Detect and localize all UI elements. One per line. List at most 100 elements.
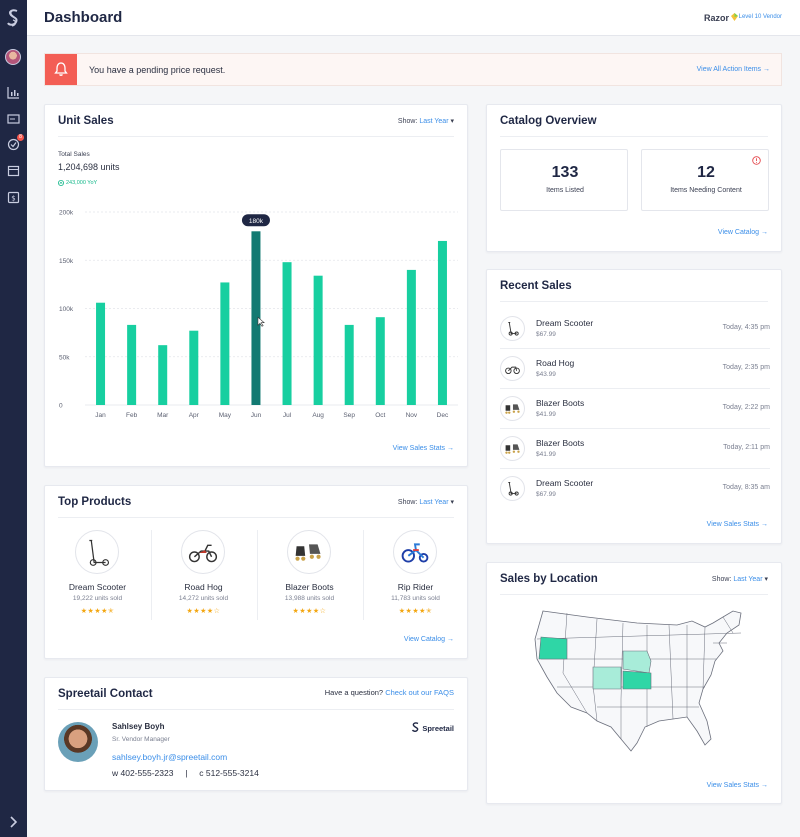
caret-down-icon: ▾: [764, 576, 768, 583]
bar-jun[interactable]: [251, 231, 261, 405]
page-title: Dashboard: [44, 9, 123, 26]
pending-price-alert: You have a pending price request. View A…: [44, 53, 782, 86]
caret-down-icon: ▾: [450, 499, 454, 506]
unit-sales-period-select[interactable]: Show: Last Year ▾: [398, 117, 454, 125]
contact-email-link[interactable]: sahlsey.boyh.jr@spreetail.com: [112, 752, 228, 762]
divider: [58, 517, 454, 518]
us-sales-map[interactable]: [527, 603, 757, 781]
unit-sales-card: Unit Sales Show: Last Year ▾ Total Sales…: [44, 104, 468, 467]
x-tick-label: Aug: [312, 412, 324, 419]
y-tick-label: 50k: [59, 354, 70, 361]
recent-sales-card: Recent Sales Dream Scooter $67.99 Today,…: [486, 269, 782, 544]
items-needing-content-box[interactable]: 12 Items Needing Content: [641, 149, 769, 211]
logo-icon[interactable]: [5, 8, 22, 28]
notification-badge: 8: [17, 134, 24, 141]
sale-row[interactable]: Dream Scooter $67.99 Today, 4:35 pm: [500, 309, 770, 349]
sale-row[interactable]: Road Hog $43.99 Today, 2:35 pm: [500, 349, 770, 389]
divider: [500, 301, 768, 302]
bar-apr[interactable]: [189, 330, 199, 405]
items-listed-box[interactable]: 133 Items Listed: [500, 149, 628, 211]
view-sales-stats-link[interactable]: View Sales Stats →: [706, 782, 768, 789]
view-sales-stats-link[interactable]: View Sales Stats →: [392, 445, 454, 452]
svg-text:$: $: [11, 195, 15, 203]
top-products-card: Top Products Show: Last Year ▾ Dream Sco…: [44, 485, 468, 659]
bar-jul[interactable]: [282, 262, 292, 405]
state-colorado[interactable]: [592, 666, 622, 690]
x-tick-label: Oct: [375, 412, 385, 419]
sale-time: Today, 2:35 pm: [722, 364, 770, 371]
sale-time: Today, 2:11 pm: [723, 444, 770, 451]
warning-icon: [752, 156, 761, 165]
scooter-icon: [500, 476, 525, 501]
y-tick-label: 150k: [59, 258, 74, 265]
product-units: 14,272 units sold: [178, 595, 229, 602]
period-value: Last Year: [419, 499, 449, 506]
state-kansas[interactable]: [622, 670, 652, 690]
location-period-select[interactable]: Show: Last Year ▾: [712, 575, 768, 583]
sale-price: $41.99: [536, 411, 556, 418]
bar-dec[interactable]: [437, 240, 447, 405]
bar-nov[interactable]: [406, 269, 416, 405]
check-circle-icon[interactable]: [7, 138, 20, 151]
top-products-title: Top Products: [58, 496, 132, 508]
view-sales-stats-link[interactable]: View Sales Stats →: [706, 521, 768, 528]
product-card[interactable]: Road Hog 14,272 units sold ★★★★☆: [151, 530, 256, 625]
view-catalog-link[interactable]: View Catalog →: [403, 636, 454, 643]
sale-row[interactable]: Blazer Boots $41.99 Today, 2:22 pm: [500, 389, 770, 429]
brand-name: Spreetail: [422, 724, 454, 733]
roller-skates-icon: [500, 436, 525, 461]
items-listed-label: Items Listed: [546, 187, 584, 194]
cursor-icon: [257, 316, 265, 327]
faq-link[interactable]: Check out our FAQS: [385, 688, 454, 697]
bar-mar[interactable]: [158, 345, 168, 405]
view-catalog-link[interactable]: View Catalog →: [717, 229, 768, 236]
contact-phones: w 402-555-2323 | c 512-555-3214: [112, 768, 259, 778]
unit-sales-title: Unit Sales: [58, 115, 114, 127]
product-units: 11,783 units sold: [391, 595, 440, 602]
calendar-icon[interactable]: [7, 164, 20, 177]
divider: [58, 136, 454, 137]
items-listed-count: 133: [551, 164, 579, 181]
product-name: Dream Scooter: [68, 582, 127, 592]
expand-sidebar-icon[interactable]: [8, 815, 19, 829]
contact-avatar: [58, 722, 98, 762]
caret-down-icon: ▾: [450, 118, 454, 125]
chart-icon[interactable]: [7, 86, 20, 99]
state-nebraska[interactable]: [622, 650, 652, 674]
bar-feb[interactable]: [127, 324, 137, 405]
divider: [500, 136, 768, 137]
bar-sep[interactable]: [344, 324, 354, 405]
bar-oct[interactable]: [375, 317, 385, 405]
bar-may[interactable]: [220, 282, 230, 405]
product-card[interactable]: Blazer Boots 13,988 units sold ★★★★☆: [257, 530, 362, 625]
view-action-items-link[interactable]: View All Action Items →: [696, 66, 770, 73]
star-rating: ★★★★✭: [398, 608, 433, 615]
bar-jan[interactable]: [96, 302, 106, 405]
sale-time: Today, 2:22 pm: [722, 404, 770, 411]
y-tick-label: 200k: [59, 210, 74, 217]
sale-product-name: Dream Scooter: [536, 478, 594, 488]
catalog-title: Catalog Overview: [500, 115, 597, 127]
bar-aug[interactable]: [313, 275, 323, 405]
dollar-icon[interactable]: $: [7, 191, 20, 204]
x-tick-label: Jul: [283, 412, 292, 419]
state-oregon[interactable]: [538, 636, 568, 660]
card-icon[interactable]: [7, 112, 20, 125]
sale-product-name: Blazer Boots: [536, 398, 585, 408]
avatar[interactable]: [5, 49, 21, 65]
top-products-period-select[interactable]: Show: Last Year ▾: [398, 498, 454, 506]
motorcycle-icon: [181, 530, 225, 574]
sale-time: Today, 4:35 pm: [722, 324, 770, 331]
product-card[interactable]: Rip Rider 11,783 units sold ★★★★✭: [363, 530, 468, 625]
product-name: Blazer Boots: [285, 582, 334, 592]
items-needing-label: Items Needing Content: [670, 187, 742, 194]
product-units: 13,988 units sold: [284, 595, 335, 602]
user-level[interactable]: Level 10 Vendor: [738, 14, 782, 20]
sale-row[interactable]: Dream Scooter $67.99 Today, 8:35 am: [500, 469, 770, 509]
user-name[interactable]: Razor: [703, 13, 729, 23]
sale-row[interactable]: Blazer Boots $41.99 Today, 2:11 pm: [500, 429, 770, 469]
x-tick-label: Jun: [251, 412, 262, 419]
show-label: Show:: [397, 118, 418, 125]
motorcycle-icon: [500, 356, 525, 381]
product-card[interactable]: Dream Scooter 19,222 units sold ★★★★✭: [45, 530, 150, 625]
